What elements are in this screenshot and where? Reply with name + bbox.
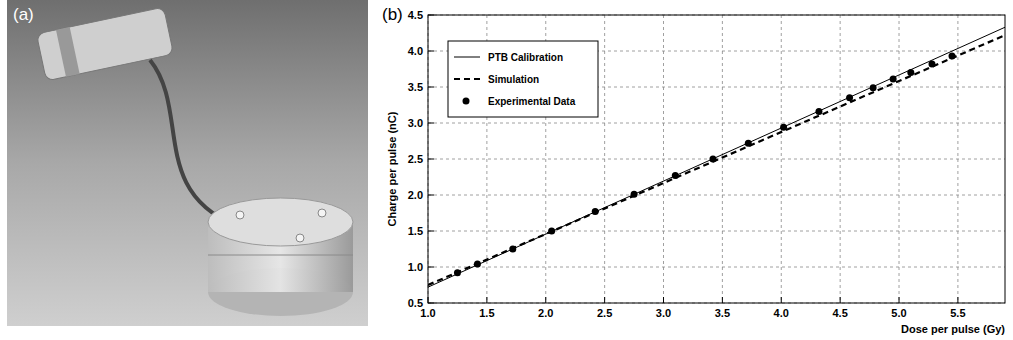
y-tick bbox=[428, 267, 434, 268]
data-point bbox=[592, 208, 599, 215]
data-point bbox=[928, 60, 935, 67]
data-point bbox=[949, 53, 956, 60]
x-tick-label: 5.5 bbox=[950, 307, 965, 319]
y-tick-label: 3.0 bbox=[408, 117, 423, 129]
series-line bbox=[428, 27, 1005, 287]
grid-line bbox=[781, 15, 782, 303]
connector bbox=[36, 7, 173, 81]
legend-marker bbox=[463, 98, 470, 105]
legend-line bbox=[454, 78, 480, 80]
x-tick-label: 4.0 bbox=[774, 307, 789, 319]
x-tick bbox=[840, 297, 841, 303]
series-line bbox=[428, 35, 1005, 285]
y-tick bbox=[428, 123, 434, 124]
screw bbox=[318, 209, 326, 217]
screw bbox=[236, 211, 244, 219]
y-tick bbox=[428, 159, 434, 160]
legend-label: Experimental Data bbox=[488, 96, 576, 107]
x-tick bbox=[604, 297, 605, 303]
data-point bbox=[846, 94, 853, 101]
data-point bbox=[890, 76, 897, 83]
data-area bbox=[428, 27, 1005, 287]
x-tick bbox=[957, 297, 958, 303]
x-tick-label: 2.5 bbox=[597, 307, 612, 319]
y-tick bbox=[428, 87, 434, 88]
chamber-seam bbox=[208, 255, 353, 256]
legend-box bbox=[448, 41, 598, 117]
x-tick-label: 2.0 bbox=[538, 307, 553, 319]
x-tick-label: 1.5 bbox=[479, 307, 494, 319]
x-tick bbox=[486, 297, 487, 303]
grid-line bbox=[428, 195, 1005, 196]
data-point bbox=[631, 191, 638, 198]
y-tick bbox=[428, 231, 434, 232]
x-tick-label: 5.0 bbox=[891, 307, 906, 319]
connector-ring bbox=[56, 27, 80, 77]
data-point bbox=[907, 69, 914, 76]
data-point bbox=[709, 156, 716, 163]
legend-label: PTB Calibration bbox=[488, 52, 563, 63]
photo-panel: (a) bbox=[7, 0, 368, 326]
x-tick bbox=[899, 297, 900, 303]
x-tick-label: 3.0 bbox=[656, 307, 671, 319]
grid-line bbox=[428, 231, 1005, 232]
grid-line bbox=[428, 267, 1005, 268]
x-axis-title: Dose per pulse (Gy) bbox=[901, 323, 1005, 335]
data-point bbox=[870, 84, 877, 91]
y-tick-label: 1.5 bbox=[408, 225, 423, 237]
cable bbox=[150, 60, 235, 225]
y-tick-label: 3.5 bbox=[408, 81, 423, 93]
photo-background bbox=[7, 0, 368, 326]
panel-label: (a) bbox=[13, 5, 34, 24]
legend-line bbox=[454, 57, 480, 58]
y-axis-title: Charge per pulse (nC) bbox=[386, 111, 398, 226]
grid bbox=[428, 15, 1005, 303]
x-tick-label: 4.5 bbox=[832, 307, 847, 319]
legend: PTB Calibration Simulation Experimental Da… bbox=[448, 41, 598, 117]
data-point bbox=[454, 269, 461, 276]
x-tick bbox=[781, 297, 782, 303]
grid-line bbox=[840, 15, 841, 303]
y-tick bbox=[428, 51, 434, 52]
panel-label: (b) bbox=[382, 5, 403, 24]
chamber-top bbox=[208, 198, 353, 246]
y-tick-label: 1.0 bbox=[408, 261, 423, 273]
x-tick bbox=[545, 297, 546, 303]
x-tick-label: 3.5 bbox=[715, 307, 730, 319]
y-tick-label: 4.5 bbox=[408, 9, 423, 21]
data-point bbox=[509, 246, 516, 253]
data-point bbox=[815, 108, 822, 115]
legend-label: Simulation bbox=[488, 74, 539, 85]
data-point bbox=[745, 140, 752, 147]
data-point bbox=[780, 124, 787, 131]
data-point bbox=[548, 228, 555, 235]
x-tick bbox=[663, 297, 664, 303]
y-tick-label: 4.0 bbox=[408, 45, 423, 57]
x-tick bbox=[722, 297, 723, 303]
data-point bbox=[474, 261, 481, 268]
y-tick-label: 2.0 bbox=[408, 189, 423, 201]
plot-frame bbox=[428, 15, 1005, 303]
axes: 1.01.52.02.53.03.54.04.55.05.50.51.01.52… bbox=[386, 9, 1005, 335]
data-point bbox=[672, 172, 679, 179]
y-tick-label: 0.5 bbox=[408, 297, 423, 309]
y-tick-label: 2.5 bbox=[408, 153, 423, 165]
figure: (a) (b) 1.0 1.5 2.0 2.5 3.0 3.5 4.0 4.5 5.0 5.5 0.5 1… bbox=[0, 0, 1013, 340]
screw bbox=[296, 234, 304, 242]
grid-line bbox=[428, 123, 1005, 124]
y-tick bbox=[428, 195, 434, 196]
